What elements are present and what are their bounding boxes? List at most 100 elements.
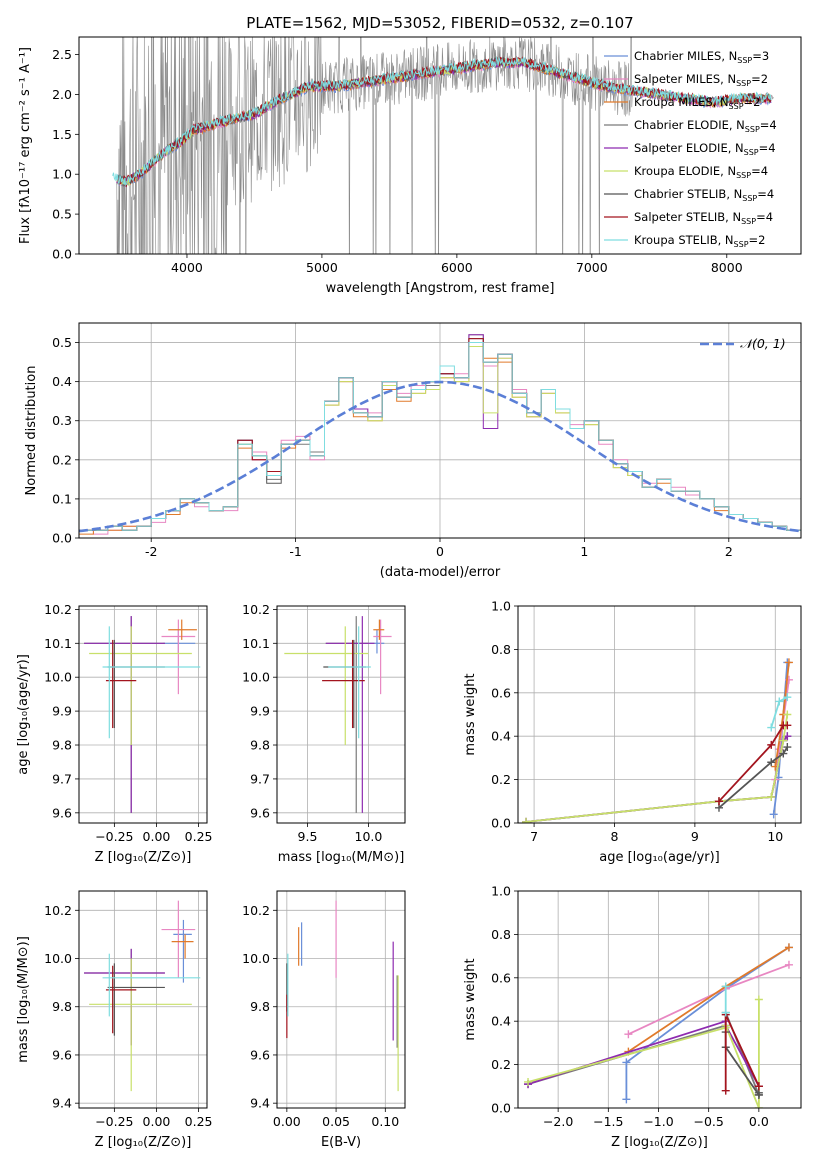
legend-subscript: SSP xyxy=(742,194,757,203)
y-tick-label: 0.8 xyxy=(491,927,511,942)
y-tick-label: 1.5 xyxy=(52,127,72,142)
y-tick-label: 0.0 xyxy=(491,1101,511,1116)
legend-entry: Kroupa STELIB, NSSP=2 xyxy=(634,233,765,249)
legend-subscript: SSP xyxy=(736,79,751,88)
plus-marker xyxy=(784,960,793,969)
x-tick-label: 0.00 xyxy=(143,829,171,844)
x-tick-label: 0.10 xyxy=(371,1114,399,1129)
x-tick-label: −0.25 xyxy=(95,829,133,844)
figure-title: PLATE=1562, MJD=53052, FIBERID=0532, z=0… xyxy=(246,14,633,32)
plus-marker xyxy=(524,1077,533,1086)
y-tick-label: 0.3 xyxy=(52,413,72,428)
y-axis-label: Flux [fλ10⁻¹⁷ erg cm⁻² s⁻¹ A⁻¹] xyxy=(18,47,33,244)
legend-label: Salpeter MILES, N xyxy=(634,72,736,86)
legend-label: Kroupa MILES, N xyxy=(634,95,729,109)
legend-subscript: SSP xyxy=(741,217,756,226)
y-tick-label: 0.6 xyxy=(491,685,511,700)
x-tick-label: 2 xyxy=(725,544,733,559)
error-bar-point-kroupa-miles xyxy=(168,619,197,640)
error-bar-point-kroupa-elodie xyxy=(89,626,192,746)
error-bar-point-kroupa-miles xyxy=(171,934,194,959)
x-axis-label: Z [log₁₀(Z/Z⊙)] xyxy=(611,1135,708,1150)
y-axis-label: age [log₁₀(age/yr)] xyxy=(16,654,31,775)
y-tick-label: 0.5 xyxy=(52,207,72,222)
x-tick-label: -2 xyxy=(145,544,157,559)
legend-suffix: =3 xyxy=(752,49,769,63)
legend-label: Salpeter STELIB, N xyxy=(634,210,741,224)
age-vs-metallicity-panel: −0.25 0.00 0.25 9.6 9.7 9.8 9.9 10.0 10.1 10.2 Z [… xyxy=(16,602,213,865)
normal-distribution-curve xyxy=(79,380,801,533)
legend-subscript: SSP xyxy=(744,148,759,157)
plus-marker xyxy=(783,721,792,730)
plot-area xyxy=(286,900,399,1092)
plus-marker xyxy=(779,749,788,758)
error-bar-point-salpeter-stelib xyxy=(105,965,137,1034)
x-tick-label: −1.5 xyxy=(593,1114,623,1129)
y-tick-label: 10.0 xyxy=(44,951,72,966)
x-axis-label: age [log₁₀(age/yr)] xyxy=(599,850,720,865)
plus-marker xyxy=(767,792,776,801)
x-tick-label: 0.00 xyxy=(273,1114,301,1129)
legend-suffix: =2 xyxy=(744,95,761,109)
y-tick-label: 9.4 xyxy=(250,1096,270,1111)
error-bar-point-salpeter-stelib xyxy=(322,639,365,729)
error-bar-point-kroupa-elodie xyxy=(89,958,192,1092)
error-bar-point-salpeter-elodie xyxy=(325,616,375,813)
y-tick-label: 0.0 xyxy=(52,247,72,262)
legend-entry: Chabrier STELIB, NSSP=4 xyxy=(634,187,774,203)
y-tick-label: 2.5 xyxy=(52,47,72,62)
y-tick-label: 2.0 xyxy=(52,87,72,102)
error-bar-point-kroupa-stelib xyxy=(102,953,201,1017)
plus-marker xyxy=(754,1104,763,1108)
plus-marker xyxy=(721,1008,730,1017)
y-tick-label: 9.6 xyxy=(52,1047,72,1062)
x-tick-label: 9.5 xyxy=(298,829,318,844)
x-axis-label: mass [log₁₀(M/M⊙)] xyxy=(278,850,405,865)
weight-series-kroupa-stelib xyxy=(767,693,792,732)
x-axis-label: Z [log₁₀(Z/Z⊙)] xyxy=(95,850,192,865)
plus-marker xyxy=(714,797,723,806)
error-bar-point-kroupa-miles xyxy=(373,619,385,640)
y-axis-label: mass weight xyxy=(463,958,478,1040)
y-tick-label: 0.2 xyxy=(491,772,511,787)
x-axis-label: E(B-V) xyxy=(321,1135,361,1150)
x-tick-label: 0.0 xyxy=(749,1114,769,1129)
legend-suffix: =4 xyxy=(756,210,773,224)
y-tick-label: 10.2 xyxy=(242,602,270,617)
y-tick-label: 1.0 xyxy=(491,599,511,614)
legend-suffix: =4 xyxy=(759,141,776,155)
residuals-histogram-panel: -2 -1 0 1 2 0.0 0.1 0.2 0.3 0.4 0.5 (data-model)/er… xyxy=(24,322,802,580)
mass-vs-metallicity-panel: −0.25 0.00 0.25 9.4 9.6 9.8 10.0 10.2 Z [log₁₀(Z… xyxy=(16,890,213,1150)
legend-label: Kroupa ELODIE, N xyxy=(634,164,736,178)
x-tick-label: 1 xyxy=(580,544,588,559)
mass-vs-extinction-panel: 0.00 0.05 0.10 9.4 9.6 9.8 10.0 10.2 E(B-V) xyxy=(242,890,406,1150)
y-tick-label: 10.1 xyxy=(44,636,72,651)
legend-entry: Chabrier ELODIE, NSSP=4 xyxy=(634,118,777,134)
x-tick-label: -1 xyxy=(289,544,301,559)
y-tick-label: 10.0 xyxy=(242,670,270,685)
plus-marker xyxy=(784,943,793,952)
plot-area xyxy=(522,658,793,823)
error-bar-point-salpeter-miles xyxy=(373,619,392,695)
error-bar-point-kroupa-stelib xyxy=(328,626,371,739)
x-tick-label: 0.25 xyxy=(185,829,213,844)
plus-marker xyxy=(784,658,793,667)
residuals-legend: 𝒩(0, 1) xyxy=(700,336,786,351)
error-bar-point-chabrier-miles xyxy=(173,919,192,983)
legend-entry: Salpeter STELIB, NSSP=4 xyxy=(634,210,773,226)
weight-series-kroupa-miles xyxy=(771,658,793,771)
x-tick-label: 4000 xyxy=(171,260,203,275)
axes-frame xyxy=(276,605,406,824)
legend-entry: Kroupa MILES, NSSP=2 xyxy=(634,95,760,111)
mass-weight-vs-age-panel: 7 8 9 10 0.0 0.2 0.4 0.6 0.8 1.0 age [log₁₀(age/yr… xyxy=(463,599,802,865)
x-tick-label: −2.0 xyxy=(543,1114,573,1129)
legend-suffix: =2 xyxy=(751,72,768,86)
x-tick-label: 8 xyxy=(611,829,619,844)
x-tick-label: 0.05 xyxy=(322,1114,350,1129)
y-tick-label: 0.6 xyxy=(491,970,511,985)
plus-marker xyxy=(622,1058,631,1067)
x-tick-label: 10.0 xyxy=(355,829,383,844)
x-tick-label: −0.5 xyxy=(693,1114,723,1129)
